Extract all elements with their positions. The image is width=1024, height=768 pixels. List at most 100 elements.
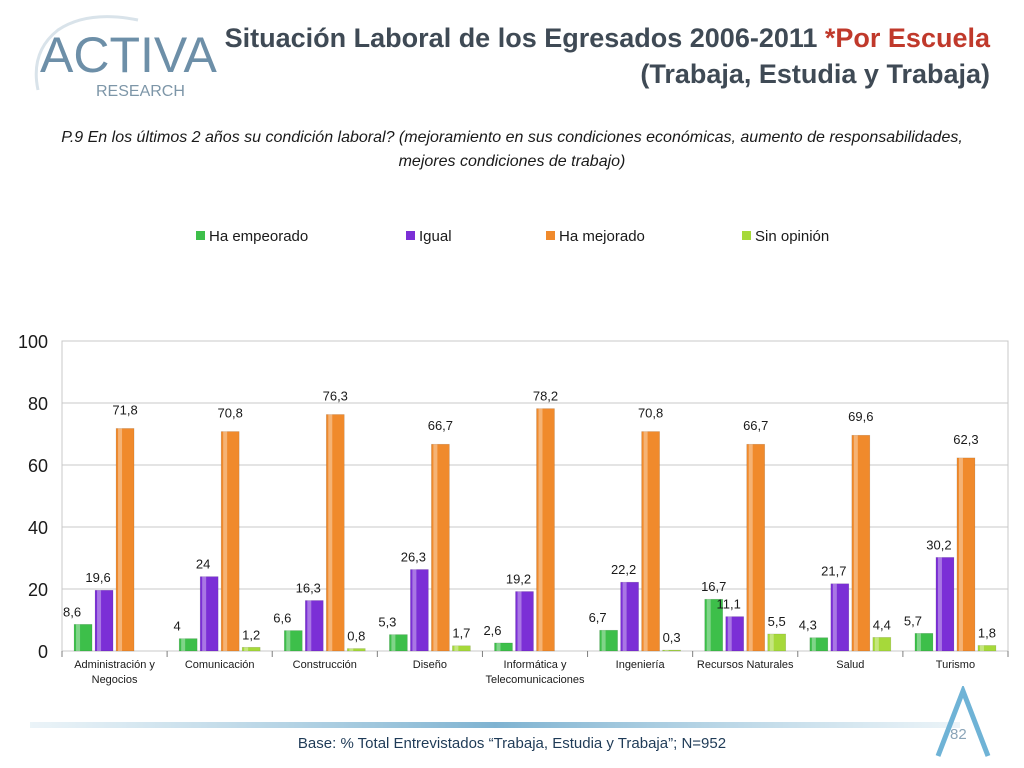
bar-highlight (286, 630, 291, 651)
data-label: 8,6 (63, 604, 81, 619)
bar-highlight (202, 576, 207, 651)
bar (977, 645, 997, 652)
data-label: 6,7 (589, 610, 607, 625)
data-label: 62,3 (953, 432, 978, 447)
bar (704, 598, 724, 652)
bar-highlight (496, 642, 501, 651)
bar (178, 638, 198, 652)
data-label: 78,2 (533, 389, 558, 404)
y-tick-label: 60 (28, 456, 48, 476)
legend-swatch (196, 231, 205, 240)
bar (914, 633, 934, 652)
legend-label: Ha mejorado (559, 228, 645, 245)
bar (73, 624, 93, 652)
data-label: 2,6 (483, 623, 501, 638)
footer-divider (30, 722, 960, 728)
data-label: 0,3 (663, 630, 681, 645)
title-main: Situación Laboral de los Egresados 2006-… (224, 23, 825, 53)
y-tick-label: 80 (28, 394, 48, 414)
legend-swatch (406, 231, 415, 240)
x-tick-label: Administración y (74, 659, 155, 671)
legend-label: Igual (419, 228, 452, 245)
bar (662, 649, 681, 652)
x-tick-label: Turismo (936, 659, 975, 671)
legend-swatch (546, 231, 555, 240)
bar-highlight (307, 600, 312, 651)
bar (452, 645, 471, 652)
bar-highlight (412, 569, 417, 651)
bar-highlight (181, 638, 186, 651)
data-label: 5,3 (378, 615, 396, 630)
data-label: 11,1 (717, 597, 741, 612)
x-tick-label: Telecomunicaciones (485, 674, 585, 686)
x-tick-label: Negocios (92, 674, 138, 686)
bar-highlight (517, 591, 522, 651)
activa-research-logo: ACTIVA RESEARCH (34, 15, 218, 100)
legend-label: Ha empeorado (209, 228, 308, 245)
bar-highlight (97, 590, 102, 651)
bar-highlight (853, 435, 858, 651)
title-accent: *Por Escuela (824, 23, 990, 53)
x-tick-label: Salud (836, 659, 864, 671)
bar (746, 443, 766, 652)
x-tick-label: Recursos Naturales (697, 659, 794, 671)
data-label: 4,4 (873, 617, 891, 632)
bar (241, 646, 261, 652)
data-label: 1,7 (452, 626, 470, 641)
base-note: Base: % Total Entrevistados “Trabaja, Es… (297, 735, 727, 752)
x-tick-label: Construcción (293, 659, 357, 671)
data-label: 5,5 (768, 614, 786, 629)
bar (304, 600, 324, 652)
bar (494, 642, 513, 652)
data-label: 1,8 (978, 625, 996, 640)
bar-highlight (538, 408, 543, 651)
bar-highlight (118, 428, 123, 651)
data-label: 19,6 (85, 570, 110, 585)
bar-highlight (958, 457, 963, 651)
bar (641, 431, 660, 652)
data-label: 16,3 (296, 580, 321, 595)
data-label: 26,3 (401, 549, 426, 564)
question-text: P.9 En los últimos 2 años su condición l… (61, 129, 963, 170)
data-label: 70,8 (218, 406, 243, 421)
x-tick-label: Ingeniería (616, 659, 666, 671)
bar-highlight (664, 650, 669, 651)
x-tick-label: Diseño (413, 659, 447, 671)
bar-highlight (937, 557, 942, 651)
legend-swatch (742, 231, 751, 240)
bar (935, 557, 955, 652)
data-label: 22,2 (611, 562, 636, 577)
bar (94, 589, 114, 652)
page-title: Situación Laboral de los Egresados 2006-… (225, 20, 990, 92)
bar (410, 569, 429, 652)
y-tick-label: 100 (18, 332, 48, 352)
bar-highlight (244, 647, 249, 651)
data-label: 4,3 (799, 618, 817, 633)
bar (620, 581, 639, 652)
data-label: 4 (174, 619, 181, 634)
bar (515, 591, 534, 652)
bar-highlight (706, 599, 711, 651)
bar (115, 428, 135, 652)
bar-highlight (811, 637, 816, 651)
page-number: 82 (950, 726, 967, 743)
data-label: 76,3 (323, 388, 348, 403)
bar (536, 408, 555, 652)
x-tick-label: Comunicación (185, 659, 255, 671)
bar (830, 583, 850, 652)
bar (599, 629, 618, 652)
legend-label: Sin opinión (755, 228, 829, 245)
data-label: 19,2 (506, 571, 531, 586)
data-label: 5,7 (904, 613, 922, 628)
bar (809, 637, 829, 652)
bar (767, 633, 787, 652)
bar-highlight (643, 431, 648, 651)
data-label: 71,8 (112, 402, 137, 417)
bar (199, 576, 219, 652)
data-label: 0,8 (347, 629, 365, 644)
y-tick-label: 40 (28, 518, 48, 538)
data-label: 6,6 (273, 611, 291, 626)
data-label: 30,2 (926, 537, 951, 552)
title-line2: (Trabaja, Estudia y Trabaja) (640, 59, 990, 89)
